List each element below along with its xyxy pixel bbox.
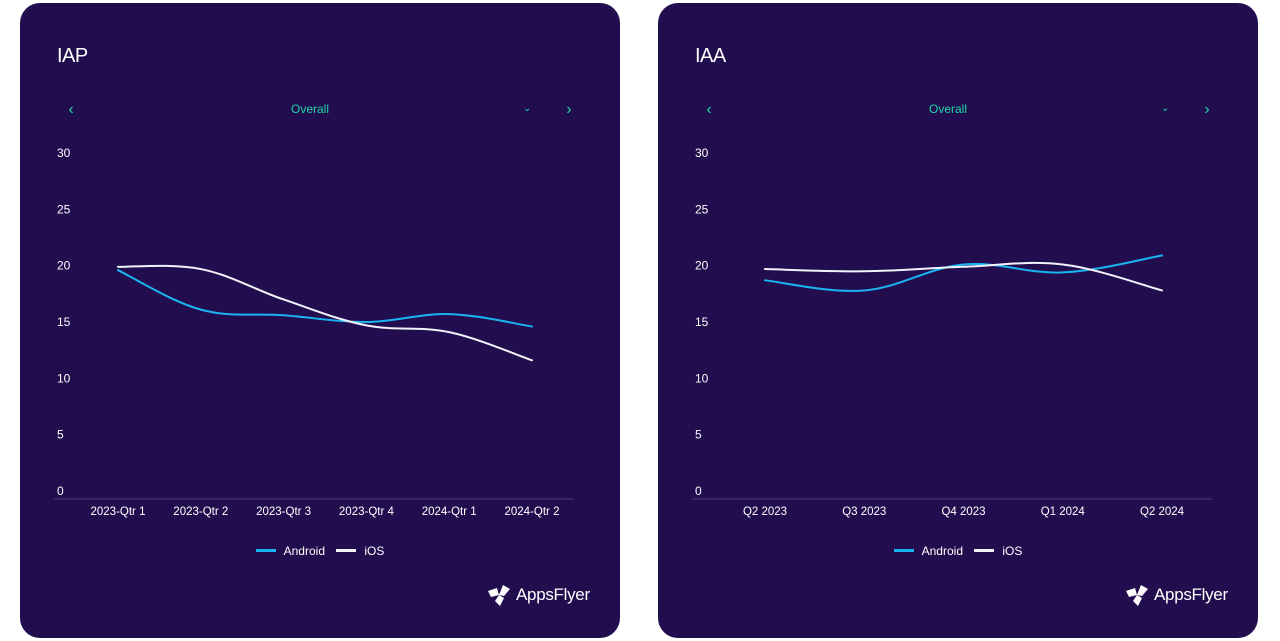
x-tick-label: 2023-Qtr 1 — [91, 506, 146, 518]
series-line-android — [117, 269, 533, 328]
chevron-right-icon[interactable]: › — [1204, 101, 1210, 118]
y-tick-label: 0 — [695, 484, 702, 498]
legend-swatch — [255, 549, 276, 552]
card-title: IAP — [57, 45, 88, 67]
series-line-ios — [764, 261, 1163, 292]
legend-label: iOS — [364, 543, 385, 558]
x-tick-label: 2024-Qtr 1 — [422, 506, 477, 518]
legend-item-ios[interactable]: iOS — [336, 544, 384, 558]
legend-item-android[interactable]: Android — [255, 543, 325, 558]
chevron-left-icon[interactable]: ‹ — [706, 101, 712, 118]
x-tick-label: 2024-Qtr 2 — [505, 506, 560, 518]
y-tick-label: 30 — [695, 146, 709, 160]
legend-label: iOS — [1002, 543, 1023, 558]
appsflyer-logo: AppsFlyer — [1124, 583, 1228, 607]
y-tick-label: 15 — [695, 315, 709, 329]
x-tick-label: Q2 2023 — [743, 506, 787, 518]
x-tick-label: 2023-Qtr 2 — [173, 506, 228, 518]
y-tick-label: 10 — [695, 371, 709, 385]
legend-label: Android — [283, 543, 325, 558]
x-tick-label: Q2 2024 — [1140, 506, 1185, 518]
y-tick-label: 20 — [695, 259, 709, 273]
iaa-line-chart: 0 5 10 15 20 25 30 Q2 2023 Q3 2023 Q4 2023 Q1 2024… — [692, 146, 1212, 518]
appsflyer-logo: AppsFlyer — [486, 583, 590, 607]
chevron-down-icon[interactable]: ⌄ — [523, 103, 532, 114]
x-tick-label: 2023-Qtr 3 — [256, 506, 311, 518]
legend-item-ios[interactable]: iOS — [974, 544, 1022, 558]
y-tick-label: 25 — [695, 202, 709, 216]
chevron-left-icon[interactable]: ‹ — [68, 101, 74, 118]
segment-selector[interactable]: Overall — [928, 102, 967, 116]
y-tick-label: 30 — [57, 146, 71, 160]
chart-legend: Android iOS — [20, 541, 620, 558]
y-tick-label: 20 — [57, 259, 71, 273]
iaa-card: IAA ‹ Overall ⌄ › 0 5 10 15 20 25 30 Q2 2023 Q3 … — [658, 3, 1258, 638]
legend-item-android[interactable]: Android — [893, 543, 963, 558]
chevron-down-icon[interactable]: ⌄ — [1161, 103, 1170, 114]
logo-text: AppsFlyer — [1154, 585, 1228, 604]
segment-nav: ‹ Overall ⌄ › — [658, 101, 1258, 121]
segment-nav: ‹ Overall ⌄ › — [20, 101, 620, 121]
legend-label: Android — [921, 543, 963, 558]
y-tick-label: 10 — [57, 371, 71, 385]
segment-selector[interactable]: Overall — [290, 102, 329, 116]
appsflyer-logo-icon — [488, 585, 510, 606]
card-title: IAA — [695, 45, 726, 67]
x-tick-label: Q1 2024 — [1041, 506, 1086, 518]
x-tick-label: Q3 2023 — [842, 506, 886, 518]
iap-card: IAP ‹ Overall ⌄ › 0 5 10 15 20 25 30 2023-Qtr 1… — [20, 3, 620, 638]
iap-line-chart: 0 5 10 15 20 25 30 2023-Qtr 1 2023-Qtr 2 2023-Qtr… — [54, 146, 574, 518]
chart-legend: Android iOS — [658, 541, 1258, 558]
x-tick-label: 2023-Qtr 4 — [339, 506, 395, 518]
legend-swatch — [336, 549, 357, 552]
y-tick-label: 15 — [57, 315, 71, 329]
x-tick-label: Q4 2023 — [941, 506, 985, 518]
legend-swatch — [893, 549, 914, 552]
series-line-ios — [117, 264, 533, 362]
y-tick-label: 5 — [57, 428, 64, 442]
appsflyer-logo-icon — [1126, 585, 1148, 606]
y-tick-label: 25 — [57, 202, 71, 216]
logo-text: AppsFlyer — [516, 585, 590, 604]
y-tick-label: 5 — [695, 428, 702, 442]
y-tick-label: 0 — [57, 484, 64, 498]
legend-swatch — [974, 549, 995, 552]
chevron-right-icon[interactable]: › — [566, 101, 572, 118]
